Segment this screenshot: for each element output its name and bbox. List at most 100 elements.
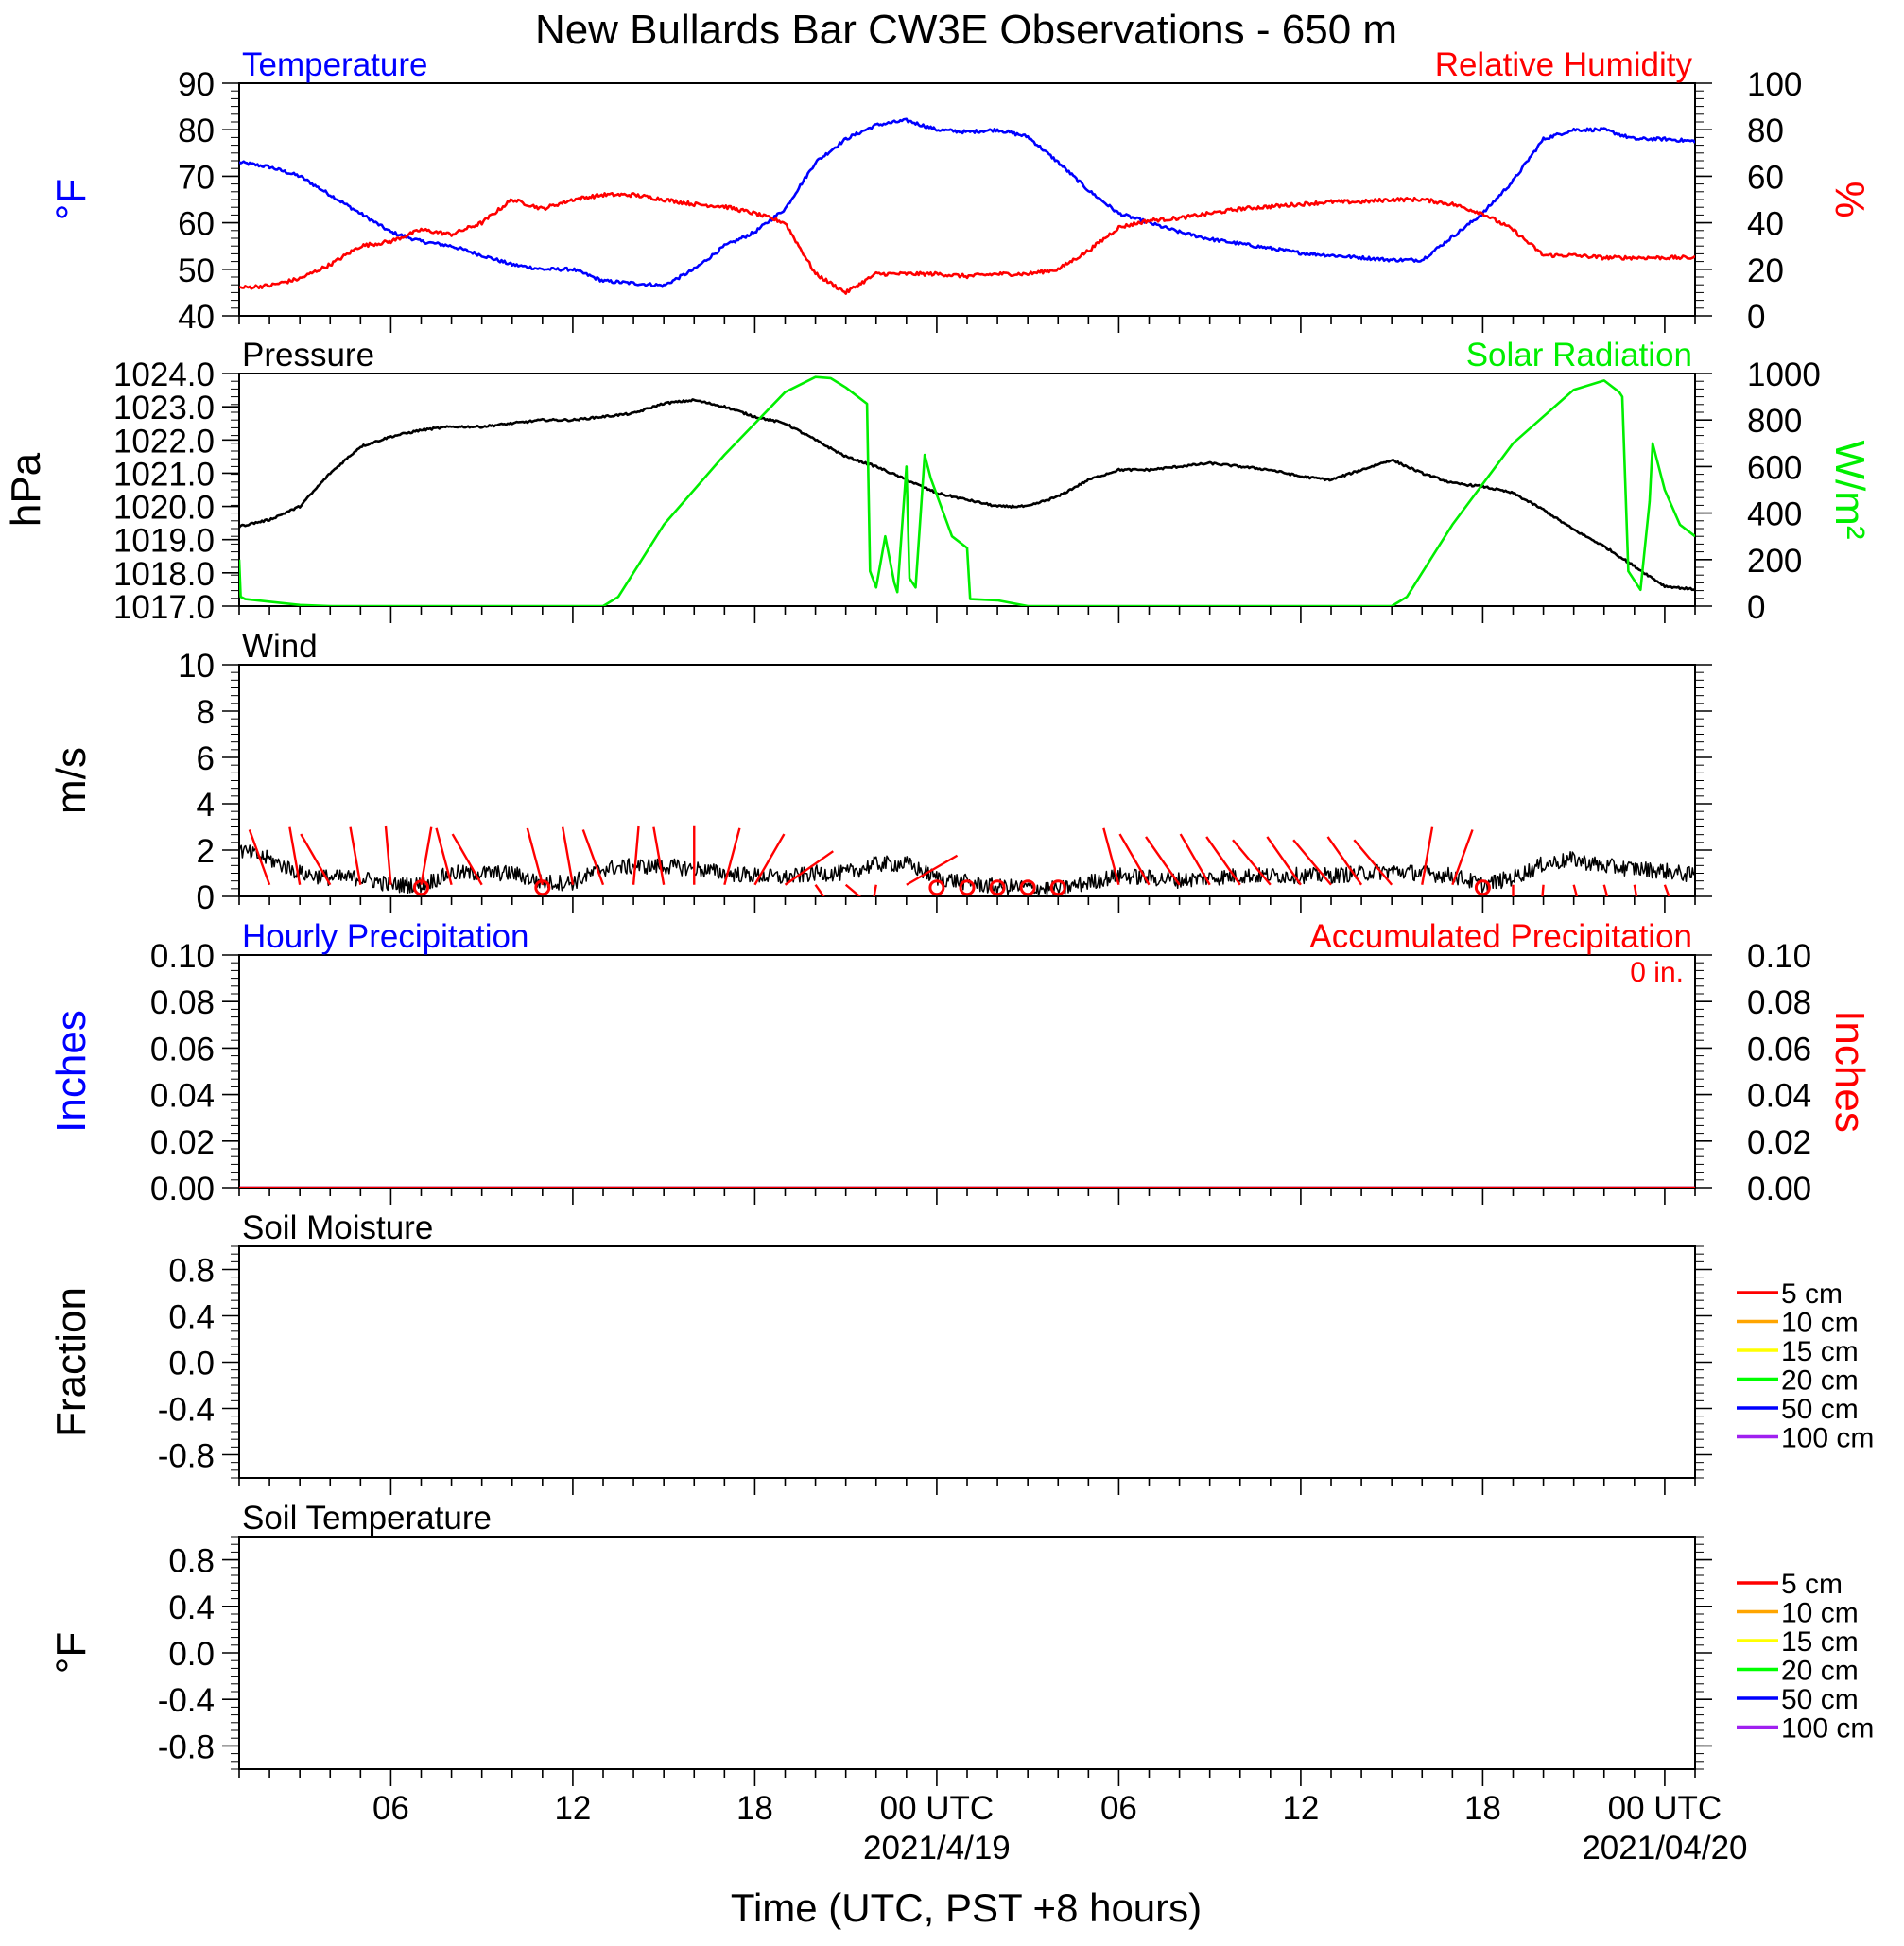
wind-barb xyxy=(1145,836,1181,886)
y-right-tick-label: 80 xyxy=(1747,113,1784,149)
calm-wind-marker xyxy=(413,879,429,896)
y-right-tick-label: 0.00 xyxy=(1747,1171,1811,1208)
x-axis-label: Time (UTC, PST +8 hours) xyxy=(731,1885,1202,1930)
panel-title-left: Hourly Precipitation xyxy=(242,918,528,955)
y-left-axis-label: Fraction xyxy=(48,1287,95,1437)
legend-label: 20 cm xyxy=(1781,1365,1859,1397)
wind-barb xyxy=(844,883,862,896)
panel-5: -0.8 -0.4 0.0 0.4 0.8 Soil Moisture Fraction 5 … xyxy=(48,1209,1874,1495)
panel-title-left: Temperature xyxy=(242,46,427,83)
y-left-tick-label: 0.8 xyxy=(168,1253,215,1290)
panel-title-left: Pressure xyxy=(242,337,374,374)
y-left-tick-label: 90 xyxy=(178,66,215,103)
y-left-tick-label: 4 xyxy=(197,787,215,824)
y-left-tick-label: 1018.0 xyxy=(113,556,215,593)
y-left-tick-label: 0.4 xyxy=(168,1590,215,1626)
y-left-tick-label: 0.0 xyxy=(168,1346,215,1382)
y-left-tick-label: 0.0 xyxy=(168,1636,215,1673)
y-right-tick-label: 0 xyxy=(1747,299,1765,336)
wind-barb xyxy=(1179,833,1211,886)
wind-barb xyxy=(1602,884,1609,896)
y-right-tick-label: 200 xyxy=(1747,543,1802,580)
y-left-tick-label: 0.00 xyxy=(150,1171,215,1208)
wind-barb xyxy=(1118,833,1151,886)
x-tick-label: 12 xyxy=(1282,1790,1319,1827)
accum-precip-annotation: 0 in. xyxy=(1630,957,1684,988)
y-right-tick-label: 800 xyxy=(1747,403,1802,440)
y-left-tick-label: 2 xyxy=(197,833,215,870)
y-left-tick-label: 0.8 xyxy=(168,1543,215,1580)
wind-barb xyxy=(1572,884,1579,896)
plot-frame xyxy=(238,1536,1696,1770)
y-left-tick-label: 1017.0 xyxy=(113,589,215,626)
wind-barb xyxy=(1633,884,1638,896)
chart-title: New Bullards Bar CW3E Observations - 650… xyxy=(535,7,1397,53)
y-left-tick-label: 0 xyxy=(197,879,215,916)
panel-title-left: Wind xyxy=(242,628,318,665)
wind-barb xyxy=(1292,839,1332,886)
y-right-tick-label: 0.10 xyxy=(1747,938,1811,975)
y-right-tick-label: 40 xyxy=(1747,206,1784,243)
wind-barb xyxy=(1232,839,1272,886)
y-right-tick-label: 400 xyxy=(1747,496,1802,533)
wind-barb xyxy=(526,827,544,886)
y-left-tick-label: 50 xyxy=(178,252,215,289)
legend-label: 10 cm xyxy=(1781,1598,1859,1629)
pressure-line xyxy=(239,398,1695,592)
solar-radiation-line xyxy=(239,375,1695,606)
calm-wind-marker xyxy=(1049,879,1066,896)
wind-barb xyxy=(435,827,453,886)
y-left-axis-label: °F xyxy=(48,179,95,220)
wind-barb xyxy=(561,826,575,885)
y-left-axis-label: °F xyxy=(48,1632,95,1674)
y-left-tick-label: 0.04 xyxy=(150,1078,215,1115)
wind-barb xyxy=(384,825,392,885)
x-tick-label: 18 xyxy=(736,1790,773,1827)
plot-frame xyxy=(238,82,1696,317)
wind-barb xyxy=(1451,829,1474,886)
legend-label: 100 cm xyxy=(1781,1423,1874,1454)
series-group xyxy=(239,825,1695,896)
y-left-tick-label: 10 xyxy=(178,648,215,685)
wind-barb xyxy=(814,884,825,896)
legend-label: 5 cm xyxy=(1781,1569,1843,1600)
calm-wind-marker xyxy=(959,879,976,896)
y-right-tick-label: 100 xyxy=(1747,66,1802,103)
series-group xyxy=(239,375,1695,606)
y-left-tick-label: 40 xyxy=(178,299,215,336)
wind-barb xyxy=(1266,836,1302,886)
y-left-tick-label: -0.8 xyxy=(158,1438,215,1475)
legend-label: 50 cm xyxy=(1781,1684,1859,1715)
wind-barb xyxy=(248,829,271,886)
y-right-axis-label: W/m² xyxy=(1826,440,1873,539)
panel-4: 0.00 0.02 0.04 0.06 0.08 0.10 0.00 0.02 0.04 0.06… xyxy=(48,918,1873,1208)
calm-wind-marker xyxy=(1019,879,1036,896)
x-date-label: 2021/04/20 xyxy=(1582,1830,1747,1867)
series-group xyxy=(239,117,1695,295)
wind-barb xyxy=(753,833,786,886)
x-tick-label: 18 xyxy=(1464,1790,1501,1827)
y-right-tick-label: 600 xyxy=(1747,449,1802,486)
x-tick-label: 12 xyxy=(554,1790,591,1827)
x-tick-label: 06 xyxy=(1100,1790,1137,1827)
wind-barb xyxy=(451,833,483,886)
panel-title-left: Soil Moisture xyxy=(242,1209,433,1246)
wind-barb xyxy=(581,829,605,886)
y-left-tick-label: 0.08 xyxy=(150,984,215,1021)
plot-frame xyxy=(238,664,1696,897)
y-left-tick-label: 0.4 xyxy=(168,1299,215,1336)
y-left-axis-label: hPa xyxy=(3,452,49,527)
panel-1: 40 50 60 70 80 90 0 20 40 60 80 100 Temperature Relat… xyxy=(48,46,1873,336)
wind-speed-line xyxy=(239,844,1695,896)
y-right-tick-label: 0.04 xyxy=(1747,1078,1811,1115)
wind-barb xyxy=(652,826,666,885)
y-left-tick-label: 0.10 xyxy=(150,938,215,975)
y-right-axis-label: % xyxy=(1826,181,1873,217)
y-right-tick-label: 60 xyxy=(1747,159,1784,196)
y-right-tick-label: 0.08 xyxy=(1747,984,1811,1021)
legend-label: 20 cm xyxy=(1781,1656,1859,1687)
panel-title-right: Solar Radiation xyxy=(1466,337,1692,374)
y-right-tick-label: 0.02 xyxy=(1747,1124,1811,1161)
plot-frame xyxy=(238,954,1696,1189)
